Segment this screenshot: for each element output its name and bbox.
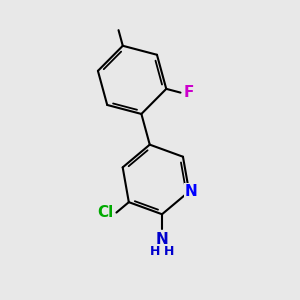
Text: N: N <box>185 184 198 199</box>
Text: H: H <box>164 245 175 258</box>
Text: Cl: Cl <box>97 205 113 220</box>
Text: N: N <box>156 232 168 247</box>
Text: H: H <box>149 245 160 258</box>
Text: F: F <box>184 85 194 100</box>
